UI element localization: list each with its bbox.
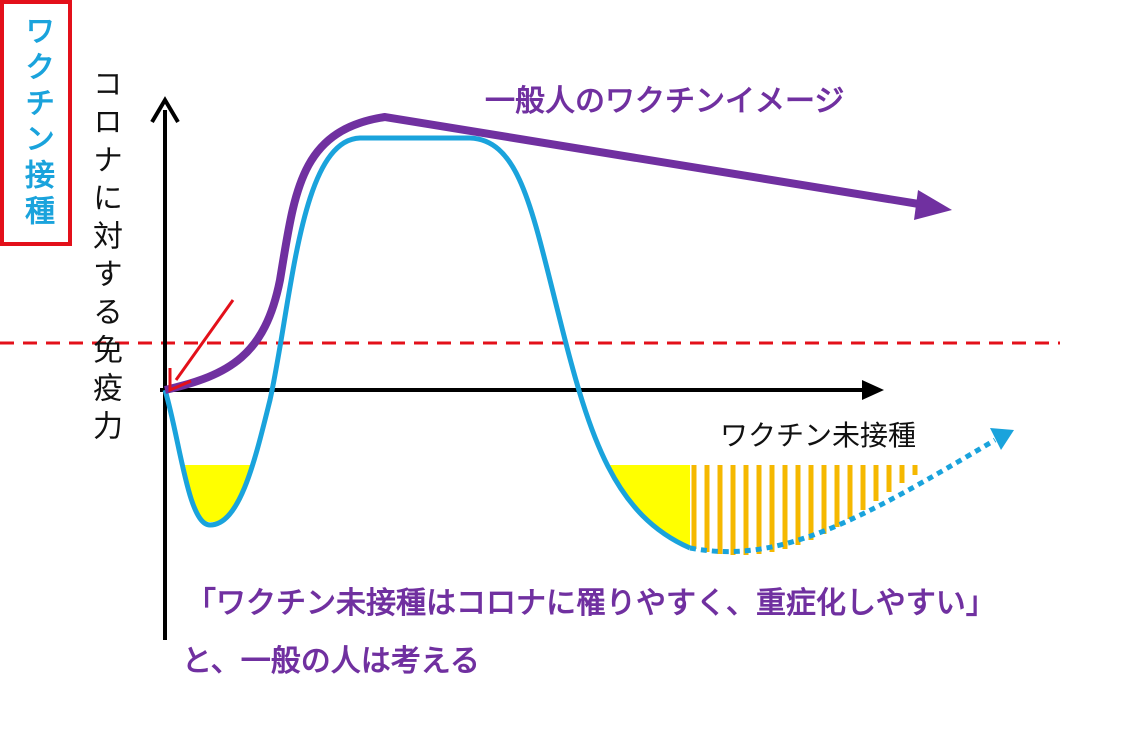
unvaccinated-label: ワクチン未接種 [720, 419, 917, 452]
fills [185, 465, 918, 555]
purple-arrowhead [914, 190, 952, 220]
axes [150, 96, 884, 640]
blue-arrowhead [990, 428, 1014, 450]
unvaccinated-curve [162, 135, 692, 551]
stripes [691, 465, 918, 555]
red-arrow [174, 299, 235, 381]
caption: 「ワクチン未接種はコロナに罹りやすく、重症化しやすい」 [186, 586, 996, 621]
caption: と、一般の人は考える [182, 644, 480, 679]
vaccination-box: ワクチン接種 [0, 0, 72, 246]
red-arrowhead [168, 368, 192, 393]
image-curve [164, 112, 926, 394]
y-axis-label: コロナに対する免疫力 [87, 68, 122, 448]
unvaccinated-dotted [689, 437, 997, 555]
yellow-fill [610, 465, 690, 546]
vaccination-label: ワクチン接種 [19, 15, 54, 231]
image-label: 一般人のワクチンイメージ [485, 84, 845, 119]
